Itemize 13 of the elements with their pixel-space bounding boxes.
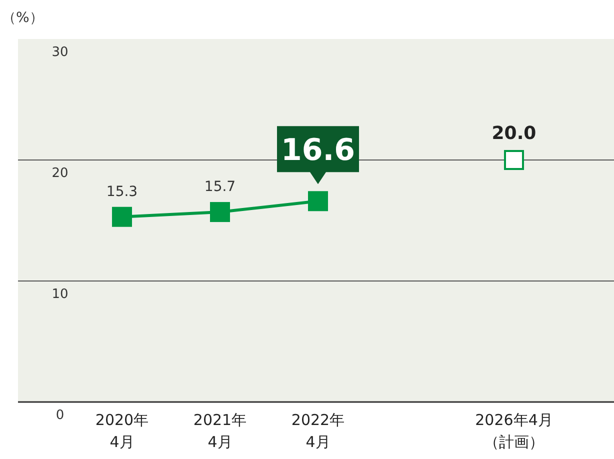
data-label: 20.0: [492, 123, 536, 144]
data-label: 16.6: [280, 133, 356, 168]
x-tick-label: 2020年 4月: [94, 410, 150, 453]
data-label: 15.3: [106, 184, 138, 200]
x-tick-label: 2022年 4月: [290, 410, 346, 453]
y-tick-label: 30: [52, 45, 68, 60]
x-tick-label: 2026年4月（計画）: [474, 410, 554, 453]
x-tick-label: 2021年 4月: [192, 410, 248, 453]
y-tick-label: 20: [52, 166, 68, 181]
y-axis-title: （%）: [2, 10, 44, 26]
data-label: 15.7: [204, 179, 236, 196]
y-tick-label: 0: [56, 408, 64, 423]
y-tick-label: 10: [52, 287, 68, 302]
